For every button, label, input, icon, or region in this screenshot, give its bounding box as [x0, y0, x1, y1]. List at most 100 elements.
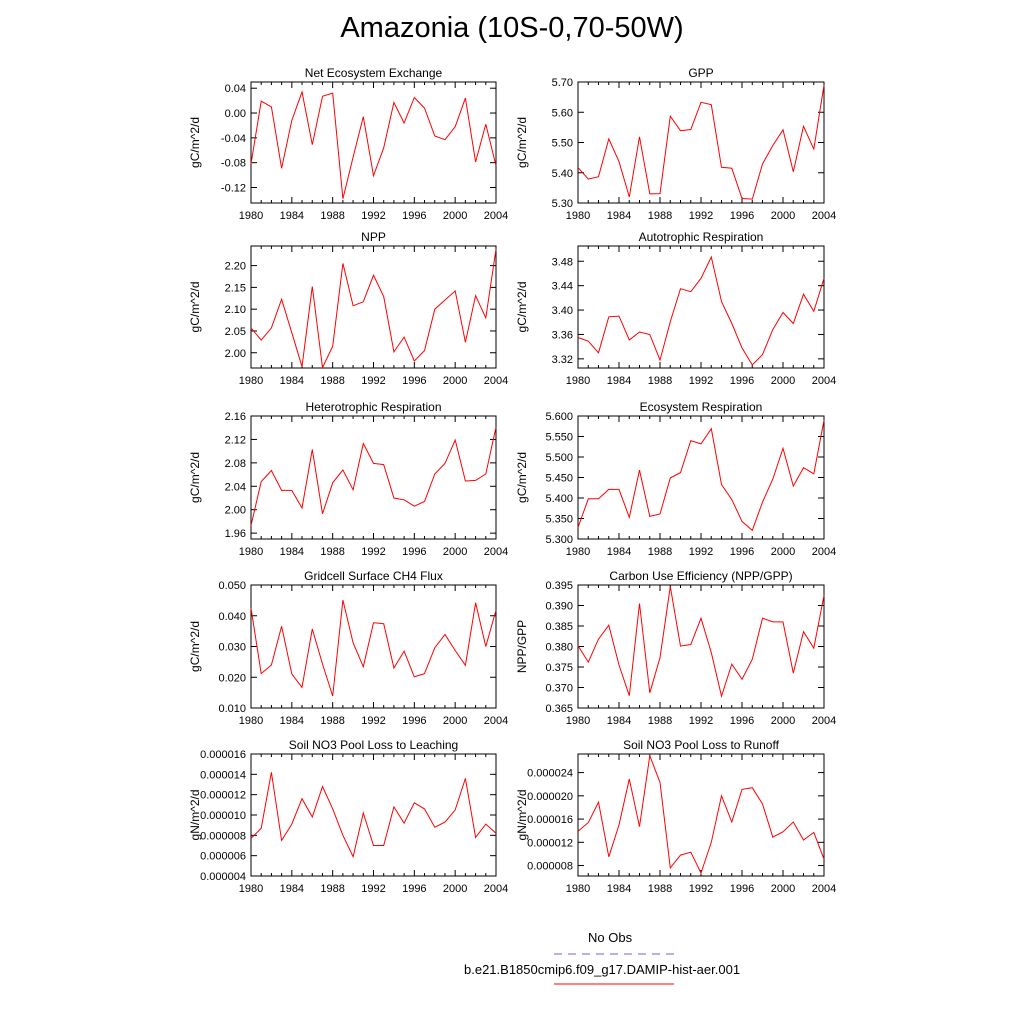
x-tick-label: 2004: [484, 210, 508, 222]
plot-frame: [250, 415, 497, 540]
panel-10: Soil NO3 Pool Loss to Runoff gN/m^2/d 1980…: [515, 738, 836, 895]
y-tick-label: 0.030: [218, 642, 246, 654]
x-tick-label: 1984: [280, 715, 304, 727]
series-line: [577, 753, 825, 875]
y-axis-label: gC/m^2/d: [188, 117, 202, 168]
plot-frame: [577, 753, 825, 877]
y-tick-label: 5.400: [545, 493, 573, 505]
x-tick-label: 2004: [812, 883, 836, 895]
y-tick-label: 5.30: [552, 198, 573, 210]
x-tick-label: 2004: [484, 546, 508, 558]
x-tick-label: 2004: [484, 883, 508, 895]
panel-7: Gridcell Surface CH4 Flux gC/m^2/d 1980 198…: [188, 569, 508, 727]
x-tick-label: 2004: [484, 715, 508, 727]
x-tick-label: 2004: [812, 375, 836, 387]
x-tick-label: 1984: [280, 375, 304, 387]
x-tick-label: 2000: [771, 883, 795, 895]
legend-label-model-run: b.e21.B1850cmip6.f09_g17.DAMIP-hist-aer.…: [464, 962, 741, 977]
panel-8: Carbon Use Efficiency (NPP/GPP) NPP/GPP 19…: [515, 569, 836, 727]
plot-frame: [250, 584, 497, 709]
y-tick-label: 5.550: [545, 432, 573, 444]
plot-frame: [577, 81, 825, 204]
x-tick-label: 1996: [402, 210, 426, 222]
y-tick-label: 0.010: [218, 703, 246, 715]
x-tick-label: 1980: [239, 883, 263, 895]
plot-frame: [577, 245, 825, 369]
y-tick-label: 0.04: [225, 83, 246, 95]
x-tick-label: 1992: [689, 546, 713, 558]
y-tick-label: 0.000012: [200, 790, 246, 802]
y-tick-label: 2.10: [225, 304, 246, 316]
panel-6: Ecosystem Respiration gC/m^2/d 1980 1984 198…: [515, 400, 836, 558]
x-tick-label: 1996: [730, 375, 754, 387]
legend-label-no-obs: No Obs: [588, 930, 633, 945]
x-tick-label: 2000: [443, 375, 467, 387]
x-tick-label: 1988: [320, 883, 344, 895]
x-tick-label: 1996: [730, 883, 754, 895]
x-tick-label: 1984: [280, 210, 304, 222]
panel-title: Net Ecosystem Exchange: [305, 66, 443, 80]
series-line: [250, 426, 497, 526]
panel-title: Autotrophic Respiration: [639, 230, 764, 244]
x-tick-label: 1988: [320, 715, 344, 727]
x-tick-label: 1980: [566, 210, 590, 222]
y-tick-label: 0.000006: [200, 851, 246, 863]
y-tick-label: 5.300: [545, 534, 573, 546]
panel-4: Autotrophic Respiration gC/m^2/d 1980 1984 1…: [515, 230, 836, 387]
x-tick-label: 1980: [239, 210, 263, 222]
x-tick-label: 2004: [484, 375, 508, 387]
y-tick-label: -0.08: [221, 158, 246, 170]
x-tick-label: 1992: [361, 375, 385, 387]
x-tick-label: 1992: [361, 210, 385, 222]
y-tick-label: 0.050: [218, 580, 246, 592]
y-tick-label: 3.36: [552, 329, 573, 341]
x-tick-label: 1988: [320, 546, 344, 558]
y-tick-label: 2.15: [225, 282, 246, 294]
y-axis-label: gN/m^2/d: [515, 790, 529, 841]
y-tick-label: 0.000016: [200, 749, 246, 761]
x-tick-label: 1984: [280, 546, 304, 558]
panel-title: GPP: [688, 66, 713, 80]
y-tick-label: 3.40: [552, 305, 573, 317]
panel-title: Gridcell Surface CH4 Flux: [304, 569, 443, 583]
y-tick-label: 2.16: [225, 411, 246, 423]
plot-frame: [250, 245, 497, 369]
x-tick-label: 1996: [402, 883, 426, 895]
panel-5: Heterotrophic Respiration gC/m^2/d 1980 198…: [188, 400, 508, 558]
plot-frame: [577, 584, 825, 709]
legend-line-model-run: [554, 983, 674, 985]
x-tick-label: 1988: [320, 210, 344, 222]
y-tick-label: 0.00: [225, 108, 246, 120]
x-tick-label: 2000: [771, 715, 795, 727]
y-tick-label: 0.000012: [527, 837, 573, 849]
y-tick-label: 2.08: [225, 458, 246, 470]
y-tick-label: 5.40: [552, 168, 573, 180]
x-tick-label: 1992: [689, 375, 713, 387]
y-axis-label: gC/m^2/d: [188, 452, 202, 503]
y-tick-label: 0.385: [545, 621, 573, 633]
x-tick-label: 2000: [443, 210, 467, 222]
y-tick-label: 1.96: [225, 528, 246, 540]
panel-title: NPP: [361, 230, 386, 244]
panel-2: GPP gC/m^2/d 1980 1984 1988 1992 1996 2000 2004 5…: [515, 66, 836, 222]
x-tick-label: 1988: [648, 210, 672, 222]
y-axis-label: gC/m^2/d: [515, 117, 529, 168]
y-tick-label: 0.000008: [527, 861, 573, 873]
legend-line-no-obs: [554, 953, 674, 955]
x-tick-label: 1996: [730, 546, 754, 558]
series-line: [577, 586, 825, 698]
x-tick-label: 1996: [402, 715, 426, 727]
y-tick-label: 2.04: [225, 481, 246, 493]
x-tick-label: 1988: [648, 715, 672, 727]
x-tick-label: 1992: [361, 715, 385, 727]
x-tick-label: 2000: [771, 210, 795, 222]
y-tick-label: 5.60: [552, 107, 573, 119]
panel-title: Heterotrophic Respiration: [305, 400, 441, 414]
y-tick-label: 2.00: [225, 348, 246, 360]
figure-title: Amazonia (10S-0,70-50W): [340, 12, 684, 44]
panel-9: Soil NO3 Pool Loss to Leaching gN/m^2/d 19…: [188, 738, 508, 895]
y-tick-label: 2.05: [225, 326, 246, 338]
y-tick-label: 0.000004: [200, 871, 246, 883]
x-tick-label: 1996: [402, 546, 426, 558]
